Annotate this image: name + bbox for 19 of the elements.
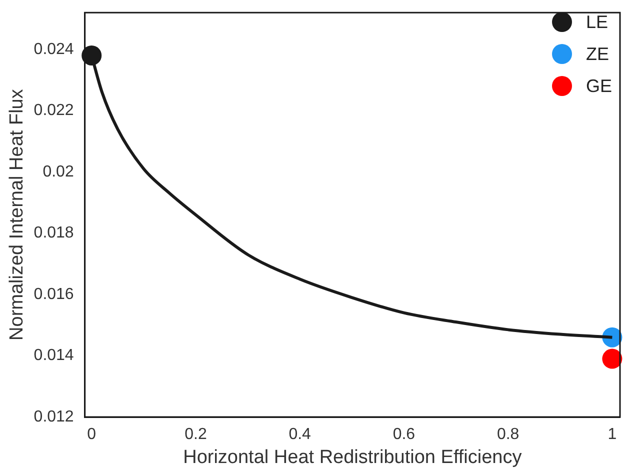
y-tick-label: 0.024 — [34, 40, 74, 58]
y-tick-label: 0.016 — [34, 286, 74, 303]
x-tick-label: 1 — [608, 426, 617, 444]
x-tick-label: 0.4 — [288, 426, 312, 444]
y-axis-title: Normalized Internal Heat Flux — [6, 88, 28, 340]
y-tick-label: 0.022 — [34, 102, 74, 120]
x-tick-label: 0.2 — [184, 426, 207, 444]
y-tick-label: 0.012 — [34, 408, 74, 426]
legend-label: GE — [586, 76, 614, 96]
x-axis-title: Horizontal Heat Redistribution Efficiency — [183, 446, 522, 468]
x-tick-label: 0.6 — [392, 426, 416, 444]
x-tick-label: 0 — [87, 426, 96, 444]
x-tick-label: 0.8 — [496, 426, 520, 444]
y-tick-label: 0.02 — [42, 163, 74, 180]
point — [602, 348, 622, 369]
y-tick-label: 0.014 — [34, 347, 74, 364]
legend-label: ZE — [586, 44, 610, 64]
y-tick-label: 0.018 — [34, 224, 74, 242]
legend-label: LE — [586, 12, 610, 32]
